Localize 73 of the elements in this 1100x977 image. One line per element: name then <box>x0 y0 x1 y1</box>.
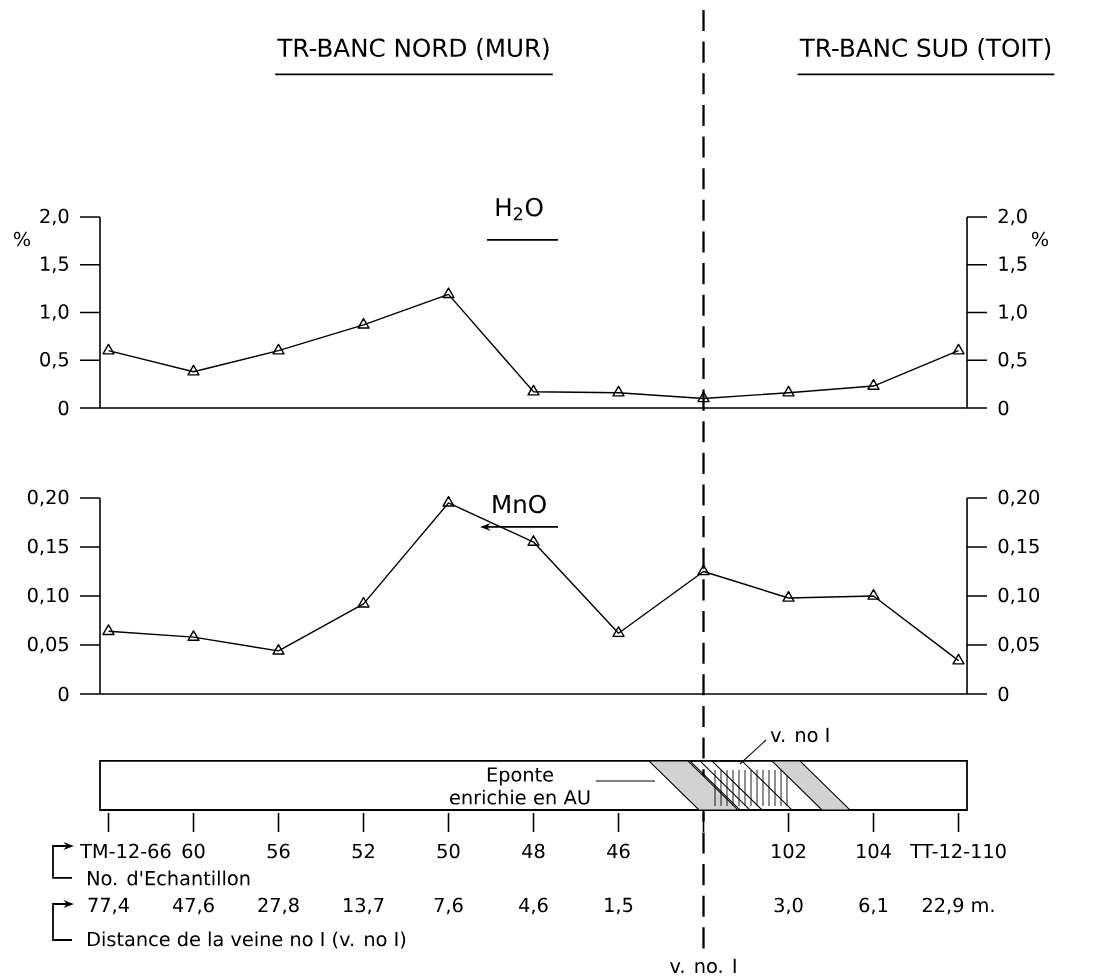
y-tick-label: 1,5 <box>41 256 68 273</box>
y2-tick-label: 0 <box>998 686 1009 702</box>
y2-tick-label: 0,05 <box>998 636 1039 654</box>
y2-tick-label: 0,5 <box>998 351 1027 369</box>
point <box>612 385 625 397</box>
point <box>187 364 200 376</box>
text: No. d'Echantillon <box>88 870 250 886</box>
text: v. no I <box>770 727 829 743</box>
text: 1,5 <box>605 897 633 915</box>
point <box>102 343 115 355</box>
point <box>952 343 965 355</box>
point <box>442 287 455 299</box>
y-tick-label: 0,10 <box>27 587 69 605</box>
chart-title: H$_{2}$O <box>496 197 543 221</box>
point <box>612 626 625 638</box>
text: Eponte enrichie en AU <box>450 767 590 805</box>
point <box>867 378 880 390</box>
point <box>527 535 540 546</box>
text: 48 <box>522 843 545 859</box>
point <box>442 495 455 507</box>
point <box>697 564 710 576</box>
text: 27,8 <box>258 897 299 915</box>
text: 22,9 m. <box>922 897 994 915</box>
y-tick-label: 0 <box>58 400 69 416</box>
point <box>527 384 540 396</box>
text: TR-BANC NORD (MUR) <box>277 38 549 60</box>
text: TR-BANC SUD (TOIT) <box>799 38 1051 60</box>
y-tick-label: 0,05 <box>27 636 68 654</box>
y-tick-label: 1,0 <box>41 304 69 321</box>
chart-title: MnO <box>493 494 546 514</box>
text: 13,7 <box>344 897 384 915</box>
text: 104 <box>857 843 891 859</box>
y-tick-label: 2,0 <box>40 208 69 226</box>
point <box>697 391 710 403</box>
text: 56 <box>267 843 290 859</box>
y2-tick-label: 0,10 <box>998 587 1040 605</box>
text: 7,6 <box>434 897 463 915</box>
y2-tick-label: 2,0 <box>998 208 1027 226</box>
point <box>782 590 795 602</box>
text: 46 <box>607 843 630 859</box>
y-tick-label: 0 <box>58 686 69 702</box>
text: 102 <box>772 843 806 859</box>
text: 52 <box>352 843 374 859</box>
y2-tick-label: 0 <box>998 400 1009 416</box>
y-tick-label: 0,15 <box>27 538 68 556</box>
point <box>357 317 370 329</box>
text: 4,6 <box>519 897 548 915</box>
text: 60 <box>182 843 205 859</box>
point <box>867 588 880 600</box>
point <box>782 385 795 397</box>
text: 6,1 <box>859 897 888 915</box>
text: Distance de la veine no I (v. no I) <box>88 931 406 949</box>
y2-tick-label: 1,0 <box>999 304 1027 321</box>
y2-tick-label: 0,15 <box>998 538 1039 556</box>
point <box>102 624 115 636</box>
point <box>952 653 965 665</box>
text: TM-12-66 <box>80 843 171 859</box>
text: 50 <box>437 843 460 859</box>
y2-axis-title: % <box>1031 231 1049 247</box>
point <box>357 596 370 608</box>
text: 77,4 <box>88 897 129 915</box>
y-tick-label: 0,5 <box>40 351 68 369</box>
y-tick-label: 0,20 <box>27 489 69 507</box>
text: TT-12-110 <box>909 843 1006 859</box>
point <box>187 630 200 642</box>
text: v. no. I <box>670 958 736 974</box>
y-axis-title: % <box>13 231 31 247</box>
text: 3,0 <box>774 897 803 915</box>
point <box>272 343 285 355</box>
y2-tick-label: 1,5 <box>999 256 1027 273</box>
point <box>272 643 285 655</box>
y2-tick-label: 0,20 <box>998 489 1040 507</box>
text: 47,6 <box>172 897 214 915</box>
